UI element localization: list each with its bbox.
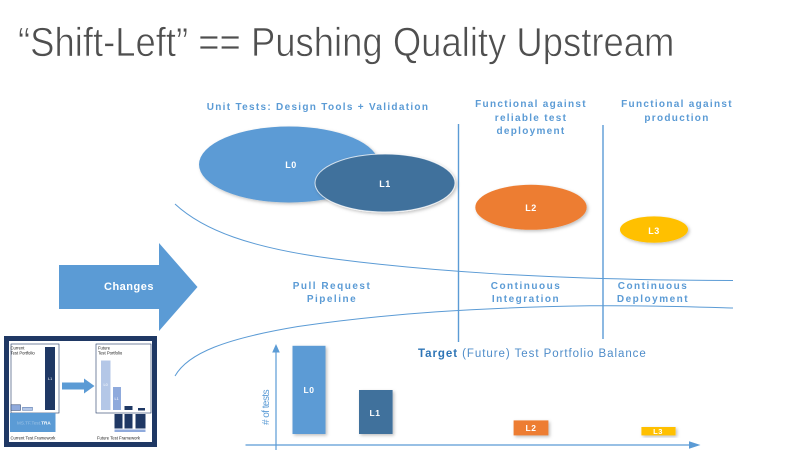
svg-text:L0: L0 (104, 383, 108, 387)
svg-text:Future Test Framework: Future Test Framework (97, 435, 141, 440)
svg-text:Test Portfolio: Test Portfolio (98, 351, 123, 356)
svg-text:Current: Current (11, 346, 26, 351)
svg-text:Current Test Framework: Current Test Framework (11, 435, 57, 440)
svg-text:Test Portfolio: Test Portfolio (11, 351, 36, 356)
svg-text:MS.TF.Test.TRA: MS.TF.Test.TRA (17, 421, 51, 426)
svg-text:L1: L1 (48, 377, 52, 381)
svg-text:Future: Future (98, 346, 111, 351)
svg-text:L1: L1 (115, 397, 119, 401)
